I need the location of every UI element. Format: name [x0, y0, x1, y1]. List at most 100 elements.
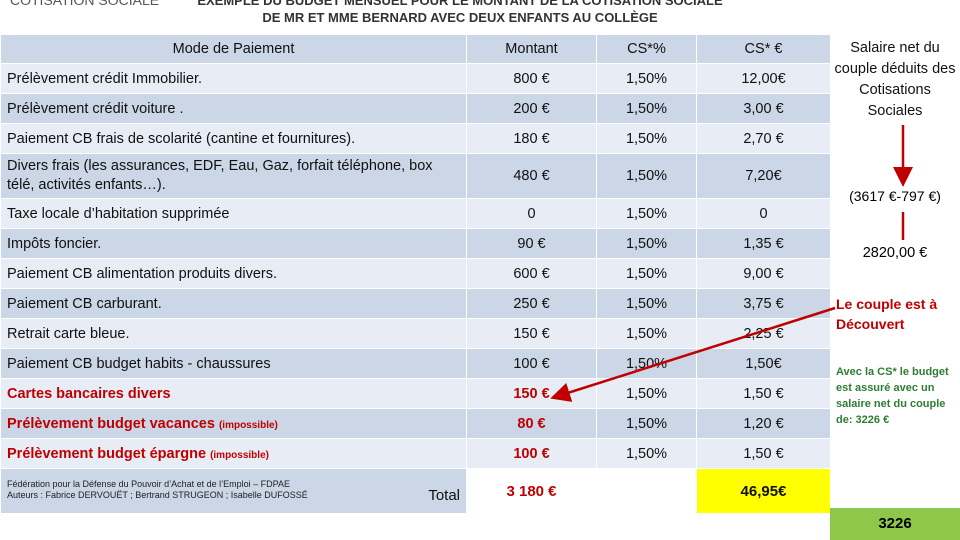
row-montant: 150 €: [466, 318, 597, 349]
row-montant: 800 €: [466, 63, 597, 94]
table-row: Paiement CB alimentation produits divers…: [0, 258, 831, 289]
row-cs-eur: 12,00€: [696, 63, 831, 94]
column-header-cs-eur: CS* €: [696, 34, 831, 64]
row-label-text: Paiement CB carburant.: [7, 295, 162, 312]
row-cs-pct: 1,50%: [596, 378, 697, 409]
row-cs-pct: 1,50%: [596, 318, 697, 349]
table-row: Cartes bancaires divers 150 €1,50% 1,50 €: [0, 378, 831, 409]
row-label-text: Divers frais (les assurances, EDF, Eau, …: [7, 158, 433, 193]
row-cs-eur: 0: [696, 198, 831, 229]
row-cs-eur: 7,20€: [696, 153, 831, 199]
total-montant: 3 180 €: [466, 468, 597, 514]
row-label: Cartes bancaires divers: [0, 378, 467, 409]
row-cs-eur: 1,20 €: [696, 408, 831, 439]
row-cs-eur: 9,00 €: [696, 258, 831, 289]
table-row: Prélèvement crédit Immobilier. 800 €1,50%…: [0, 63, 831, 94]
row-montant: 480 €: [466, 153, 597, 199]
header-line-2: DE MR ET MME BERNARD AVEC DEUX ENFANTS A…: [262, 10, 658, 25]
total-cs: 46,95€: [696, 468, 831, 514]
header-line-1: EXEMPLE DU BUDGET MENSUEL POUR LE MONTAN…: [197, 0, 723, 8]
row-cs-pct: 1,50%: [596, 93, 697, 124]
row-label: Retrait carte bleue.: [0, 318, 467, 349]
row-montant: 150 €: [466, 378, 597, 409]
row-cs-eur: 1,35 €: [696, 228, 831, 259]
column-header-cs-pct: CS*%: [596, 34, 697, 64]
row-cs-pct: 1,50%: [596, 198, 697, 229]
total-row: Total Fédération pour la Défense du Pouv…: [0, 468, 831, 514]
row-montant: 250 €: [466, 288, 597, 319]
row-cs-eur: 3,00 €: [696, 93, 831, 124]
decouvert-note: Le couple est à Découvert: [836, 294, 960, 334]
total-label: Total: [428, 486, 460, 504]
row-cs-pct: 1,50%: [596, 123, 697, 154]
footer-credits: Total Fédération pour la Défense du Pouv…: [0, 468, 467, 514]
total-empty-cell: [596, 468, 697, 514]
row-montant: 0: [466, 198, 597, 229]
row-label: Prélèvement crédit voiture .: [0, 93, 467, 124]
row-label: Impôts foncier.: [0, 228, 467, 259]
row-cs-eur: 1,50€: [696, 348, 831, 379]
row-montant: 90 €: [466, 228, 597, 259]
row-label: Taxe locale d’habitation supprimée: [0, 198, 467, 229]
table-row: Prélèvement budget épargne (impossible) 1…: [0, 438, 831, 469]
row-cs-pct: 1,50%: [596, 438, 697, 469]
table-row: Prélèvement budget vacances (impossible)…: [0, 408, 831, 439]
table-row: Paiement CB carburant. 250 €1,50% 3,75 €: [0, 288, 831, 319]
row-label-text: Paiement CB budget habits - chaussures: [7, 355, 271, 372]
row-label-text: Impôts foncier.: [7, 235, 102, 252]
header-left-title: COTISATION SOCIALE: [10, 0, 160, 8]
table-row: Retrait carte bleue. 150 €1,50% 2,25 €: [0, 318, 831, 349]
row-label: Prélèvement budget épargne (impossible): [0, 438, 467, 469]
budget-table: Mode de Paiement Montant CS*% CS* € Prél…: [0, 34, 831, 514]
row-cs-pct: 1,50%: [596, 228, 697, 259]
row-cs-eur: 1,50 €: [696, 378, 831, 409]
row-label-text: Paiement CB alimentation produits divers…: [7, 265, 277, 282]
row-cs-pct: 1,50%: [596, 63, 697, 94]
row-cs-pct: 1,50%: [596, 348, 697, 379]
row-cs-pct: 1,50%: [596, 153, 697, 199]
row-label-text: Prélèvement budget épargne: [7, 445, 207, 462]
column-header-montant: Montant: [466, 34, 597, 64]
row-label-text: Cartes bancaires divers: [7, 385, 171, 402]
row-label: Divers frais (les assurances, EDF, Eau, …: [0, 153, 467, 199]
table-row: Impôts foncier. 90 €1,50% 1,35 €: [0, 228, 831, 259]
row-montant: 600 €: [466, 258, 597, 289]
row-label: Paiement CB alimentation produits divers…: [0, 258, 467, 289]
row-note: (impossible): [210, 449, 269, 461]
row-note: (impossible): [218, 419, 278, 431]
row-montant: 180 €: [466, 123, 597, 154]
row-label-text: Prélèvement crédit Immobilier.: [7, 70, 203, 87]
row-label: Prélèvement crédit Immobilier.: [0, 63, 467, 94]
table-row: Prélèvement crédit voiture . 200 €1,50% 3,…: [0, 93, 831, 124]
table-row: Taxe locale d’habitation supprimée 0 1,50%…: [0, 198, 831, 229]
row-label: Paiement CB budget habits - chaussures: [0, 348, 467, 379]
final-value: 3226: [830, 508, 960, 540]
row-label-text: Retrait carte bleue.: [7, 325, 130, 342]
row-label-text: Taxe locale d’habitation supprimée: [7, 205, 230, 222]
table-row: Divers frais (les assurances, EDF, Eau, …: [0, 153, 831, 199]
cs-budget-note: Avec la CS* le budget est assuré avec un…: [836, 364, 960, 428]
row-cs-pct: 1,50%: [596, 408, 697, 439]
row-label: Prélèvement budget vacances (impossible): [0, 408, 467, 439]
row-montant: 100 €: [466, 438, 597, 469]
column-header-mode: Mode de Paiement: [0, 34, 467, 64]
row-cs-eur: 2,25 €: [696, 318, 831, 349]
row-label: Paiement CB carburant.: [0, 288, 467, 319]
table-row: Paiement CB budget habits - chaussures 10…: [0, 348, 831, 379]
row-montant: 200 €: [466, 93, 597, 124]
row-cs-eur: 2,70 €: [696, 123, 831, 154]
row-label: Paiement CB frais de scolarité (cantine …: [0, 123, 467, 154]
row-cs-pct: 1,50%: [596, 258, 697, 289]
salary-value: 2820,00 €: [830, 245, 960, 261]
footer-line-1: Fédération pour la Défense du Pouvoir d’…: [7, 478, 290, 489]
row-montant: 80 €: [466, 408, 597, 439]
header-center-title: EXEMPLE DU BUDGET MENSUEL POUR LE MONTAN…: [180, 0, 740, 26]
row-cs-pct: 1,50%: [596, 288, 697, 319]
row-label-text: Prélèvement budget vacances: [7, 415, 215, 432]
footer-line-2: Auteurs : Fabrice DERVOUËT ; Bertrand ST…: [7, 489, 308, 500]
row-label-text: Paiement CB frais de scolarité (cantine …: [7, 130, 356, 147]
row-label-text: Prélèvement crédit voiture .: [7, 100, 184, 117]
row-cs-eur: 1,50 €: [696, 438, 831, 469]
table-header-row: Mode de Paiement Montant CS*% CS* €: [0, 34, 831, 64]
row-montant: 100 €: [466, 348, 597, 379]
